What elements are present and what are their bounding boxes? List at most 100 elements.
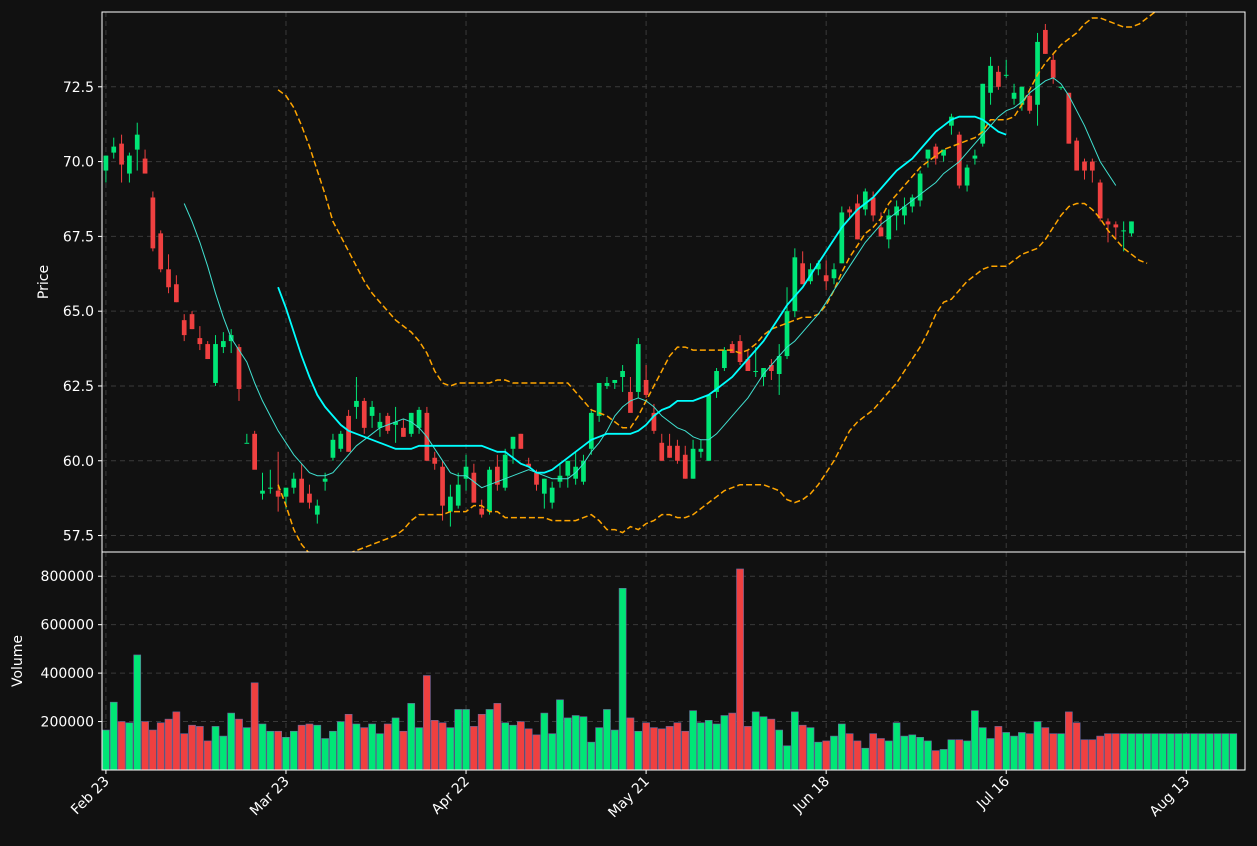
candle-body [455,484,461,506]
candle-body [972,155,978,159]
volume-bar [274,730,282,770]
volume-bar [877,738,885,770]
candle-body [1097,182,1103,219]
volume-bar [235,718,243,770]
candle-down [197,326,203,351]
volume-bar [697,722,705,770]
volume-bar [939,749,948,770]
volume-bar [501,722,510,770]
candle-up [1019,86,1025,111]
candle-body [831,269,837,279]
volume-bar [266,730,275,770]
volume-plot-area [102,568,1238,770]
price-ytick-label: 67.5 [63,229,94,245]
xtick-label: Feb 23 [68,774,113,819]
volume-bar [423,675,431,770]
volume-bar [1119,733,1128,770]
candle-up [894,200,899,231]
candle-body [549,487,555,503]
candle-up [1035,32,1040,126]
volume-bar [1072,722,1081,770]
candle-down [800,251,806,285]
volume-bar [1190,733,1198,770]
candle-up [1129,221,1134,237]
candle-body [495,466,500,485]
candle-body [275,490,281,497]
candle-body [448,496,453,512]
candle-up [330,433,336,461]
volume-bar [196,726,204,770]
candle-body [925,149,931,159]
candle-body [698,448,704,452]
candle-down [1113,221,1119,240]
candle-down [158,230,164,273]
candle-up [722,347,727,372]
candle-up [612,379,618,389]
volume-bar [767,718,776,770]
volume-bar [657,728,666,770]
candle-body [346,415,351,452]
candle-up [635,338,641,398]
price-plot-area [103,12,1158,552]
candle-down [1066,92,1072,144]
price-ytick-label: 57.5 [63,529,94,545]
candle-body [119,143,124,165]
candle-body [463,466,469,479]
candle-body [369,406,375,416]
volume-bar [376,733,384,770]
candle-body [314,505,320,515]
candle-up [502,448,508,491]
candle-down [526,457,532,467]
candle-up [902,197,907,225]
volume-ytick-label: 800000 [41,569,94,585]
candle-down [142,149,148,174]
volume-bar [305,723,314,770]
candle-down [236,344,242,401]
candle-up [596,382,602,422]
volume-bar [219,735,228,770]
candle-up [448,484,453,527]
volume-bar [1104,733,1112,770]
volume-bar [438,722,447,770]
volume-bar [861,747,870,770]
volume-bar [109,701,118,770]
volume-bar [313,724,322,770]
candle-body [142,158,148,174]
volume-bar [156,722,165,770]
candle-down [651,403,657,434]
candle-body [776,356,782,374]
volume-bar [1041,727,1050,770]
volume-bar [681,730,690,770]
candle-up [111,137,117,159]
volume-bar [188,724,196,770]
candle-down [682,445,688,479]
volume-bar [1229,733,1238,770]
candle-body [330,439,336,458]
volume-bar [626,717,635,770]
xtick-label: Jul 16 [973,773,1013,813]
candle-body [745,359,751,372]
candle-up [761,368,766,386]
candle-body [322,478,328,482]
candle-down [252,430,258,470]
candle-up [941,149,946,162]
volume-bar [1096,735,1104,770]
candle-down [996,65,1001,90]
candle-up [690,439,696,479]
candle-body [792,257,798,312]
volume-bar [587,741,596,770]
candle-body [659,442,665,461]
candle-body [283,487,289,497]
candle-body [236,347,242,389]
candle-up [354,376,359,419]
candle-down [1050,53,1056,84]
xtick-label: Jun 18 [790,774,833,817]
volume-bar [1057,733,1065,770]
candle-up [557,463,563,488]
volume-bar [430,720,439,770]
candle-down [1097,179,1103,222]
candle-up [909,194,915,213]
candle-body [941,149,946,156]
candle-body [541,478,547,494]
